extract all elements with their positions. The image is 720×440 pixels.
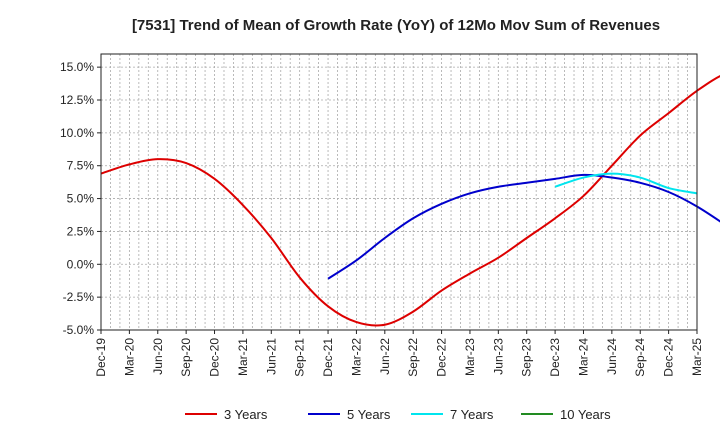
x-tick-label: Sep-20 [179, 338, 193, 377]
y-tick-label: 2.5% [67, 224, 95, 238]
legend-label-10-years: 10 Years [560, 407, 611, 422]
legend: 3 Years 5 Years 7 Years 10 Years [185, 407, 611, 422]
x-tick-label: Sep-24 [633, 338, 647, 377]
x-tick-label: Jun-24 [605, 338, 619, 375]
x-tick-label: Jun-23 [491, 338, 505, 375]
x-tick-label: Sep-21 [293, 338, 307, 377]
x-tick-label: Sep-23 [520, 338, 534, 377]
x-tick-label: Jun-20 [151, 338, 165, 375]
y-tick-label: 10.0% [60, 126, 94, 140]
legend-label-7-years: 7 Years [450, 407, 494, 422]
x-tick-label: Jun-21 [264, 338, 278, 375]
x-tick-label: Dec-19 [94, 338, 108, 377]
series-layer [100, 75, 720, 327]
y-tick-label: 7.5% [67, 159, 95, 173]
plot-area [101, 54, 697, 330]
x-tick-label: Dec-23 [548, 338, 562, 377]
y-axis: 15.0% 12.5% 10.0% 7.5% 5.0% 2.5% 0.0% -2.5% -5.0… [60, 60, 101, 337]
series-line-3-years [100, 75, 720, 327]
x-tick-label: Dec-24 [662, 338, 676, 377]
x-tick-label: Sep-22 [406, 338, 420, 377]
legend-label-3-years: 3 Years [224, 407, 268, 422]
axes [100, 53, 698, 331]
y-tick-label: -5.0% [63, 323, 95, 337]
series-line-7-years [554, 172, 698, 195]
x-tick-label: Dec-21 [321, 338, 335, 377]
y-tick-label: 5.0% [67, 192, 95, 206]
y-tick-label: -2.5% [63, 290, 95, 304]
x-tick-label: Mar-24 [576, 338, 590, 376]
plot-background [101, 54, 697, 330]
y-tick-label: 12.5% [60, 93, 94, 107]
x-tick-label: Mar-22 [349, 338, 363, 376]
x-tick-label: Jun-22 [378, 338, 392, 375]
legend-label-5-years: 5 Years [347, 407, 391, 422]
plot-border [100, 53, 698, 331]
x-axis: Dec-19 Mar-20 Jun-20 Sep-20 Dec-20 Mar-21 Jun-… [94, 330, 704, 377]
series-line-5-years [327, 173, 720, 280]
chart-title: [7531] Trend of Mean of Growth Rate (YoY… [132, 17, 660, 34]
x-tick-label: Mar-20 [122, 338, 136, 376]
y-tick-label: 15.0% [60, 60, 94, 74]
y-tick-label: 0.0% [67, 257, 95, 271]
x-tick-label: Mar-23 [463, 338, 477, 376]
x-tick-label: Dec-20 [208, 338, 222, 377]
x-tick-label: Dec-22 [435, 338, 449, 377]
x-tick-label: Mar-21 [236, 338, 250, 376]
x-tick-label: Mar-25 [690, 338, 704, 376]
